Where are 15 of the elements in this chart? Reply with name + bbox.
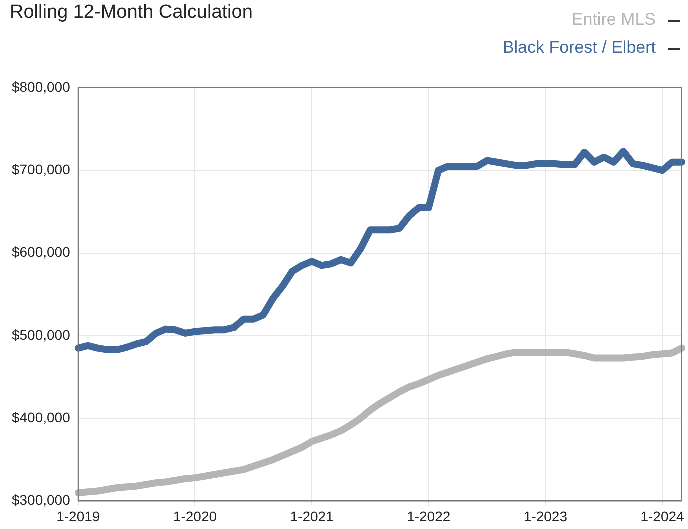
x-tick-label: 1-2023 [524,508,568,524]
y-tick-label: $400,000 [12,409,71,426]
chart-title: Rolling 12-Month Calculation [10,2,253,24]
y-tick-label: $300,000 [12,492,71,508]
text: Entire MLS [572,10,656,29]
x-tick-label: 1-2022 [407,508,451,524]
x-tick-label: 1-2019 [56,508,100,524]
y-tick-label: $600,000 [12,244,71,260]
y-tick-label: $700,000 [12,162,71,178]
y-tick-label: $800,000 [12,78,71,95]
x-tick-label: 1-2020 [173,508,218,524]
x-tick-label: 1-2021 [290,508,334,524]
y-tick-label: $500,000 [12,326,71,343]
text: Black Forest / Elbert [502,38,656,57]
x-tick-label: 1-2024 [640,508,685,524]
